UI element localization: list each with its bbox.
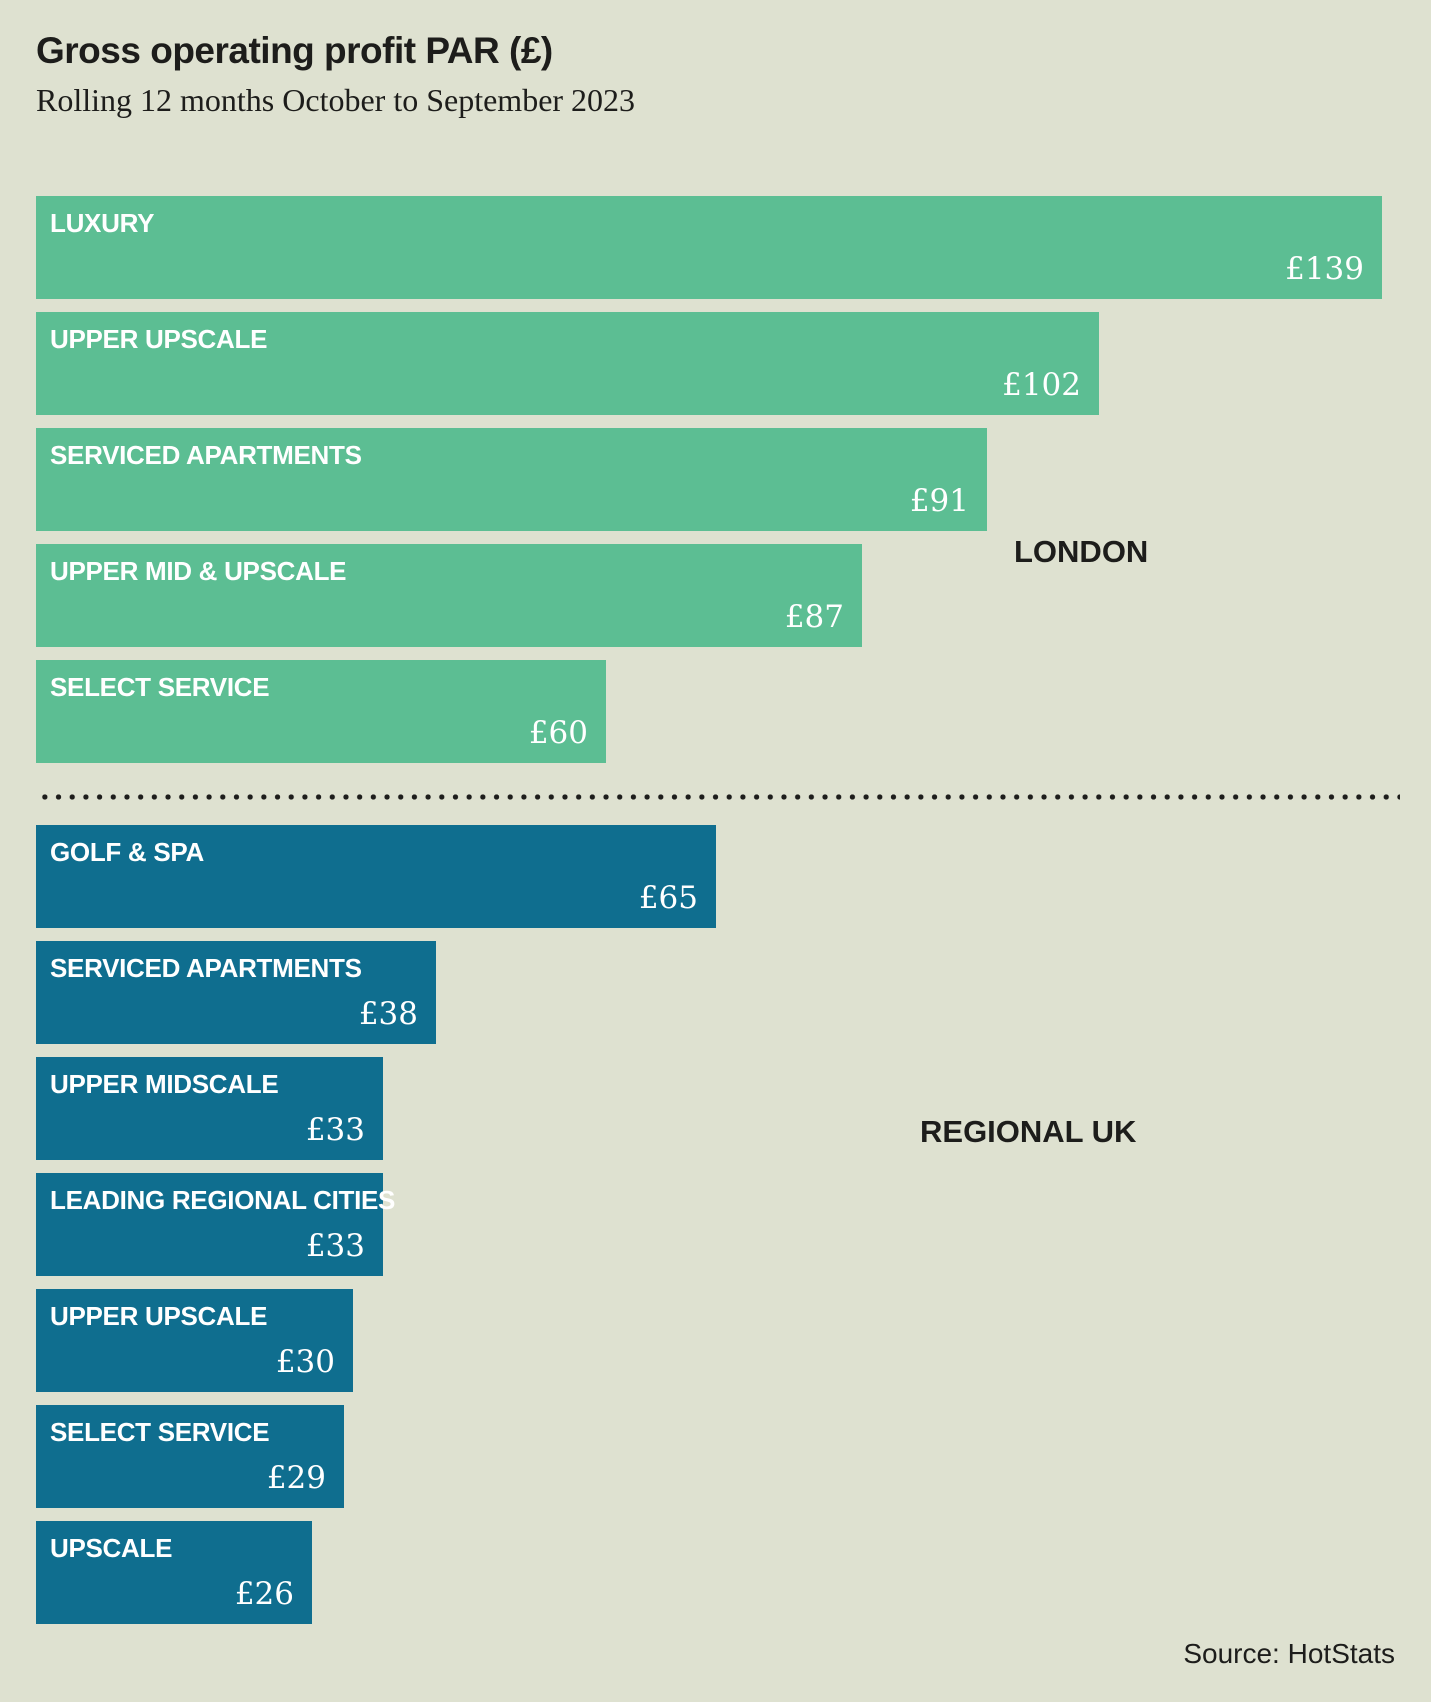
bar-regional-upper-midscale: UPPER MIDSCALE £33 [36,1057,383,1160]
group-label-london: LONDON [1014,534,1149,569]
bar-regional-leading-regional-cities: LEADING REGIONAL CITIES £33 [36,1173,395,1276]
source-credit: Source: HotStats [1183,1638,1395,1669]
chart-subtitle: Rolling 12 months October to September 2… [36,82,636,118]
bar-value: £91 [909,483,969,519]
bar-value: £30 [275,1344,335,1380]
bar-label: GOLF & SPA [50,837,204,867]
bar-regional-upscale: UPSCALE £26 [36,1521,312,1624]
bar-value: £33 [305,1228,365,1264]
bar-regional-serviced-apartments: SERVICED APARTMENTS £38 [36,941,436,1044]
bar-value: £26 [234,1576,294,1612]
bar-regional-select-service: SELECT SERVICE £29 [36,1405,344,1508]
group-label-regional-uk: REGIONAL UK [920,1114,1137,1149]
bar-label: UPPER UPSCALE [50,324,268,354]
bar-value: £38 [358,996,418,1032]
bar-label: UPPER MID & UPSCALE [50,556,347,586]
group-divider-dotted-line [38,793,1400,801]
bar-label: LUXURY [50,208,155,238]
bar-label: SELECT SERVICE [50,672,270,702]
bar-london-luxury: LUXURY £139 [36,196,1382,299]
bar-value: £102 [1002,367,1081,403]
bar-london-upper-upscale: UPPER UPSCALE £102 [36,312,1099,415]
bar-label: LEADING REGIONAL CITIES [50,1185,396,1215]
bar-value: £29 [266,1460,326,1496]
bar-london-serviced-apartments: SERVICED APARTMENTS £91 [36,428,987,531]
chart-title: Gross operating profit PAR (£) [36,30,553,71]
bar-regional-golf-spa: GOLF & SPA £65 [36,825,716,928]
bar-label: UPPER MIDSCALE [50,1069,279,1099]
bar-value: £139 [1285,251,1364,287]
bar-value: £87 [784,599,844,635]
bar-label: UPPER UPSCALE [50,1301,268,1331]
bar-label: SERVICED APARTMENTS [50,440,362,470]
bar-label: UPSCALE [50,1533,173,1563]
bar-label: SELECT SERVICE [50,1417,270,1447]
bar-london-upper-mid-upscale: UPPER MID & UPSCALE £87 [36,544,862,647]
bar-value: £60 [528,715,588,751]
bar-value: £65 [638,880,698,916]
bar-regional-upper-upscale: UPPER UPSCALE £30 [36,1289,353,1392]
bar-value: £33 [305,1112,365,1148]
bar-label: SERVICED APARTMENTS [50,953,362,983]
bar-london-select-service: SELECT SERVICE £60 [36,660,606,763]
